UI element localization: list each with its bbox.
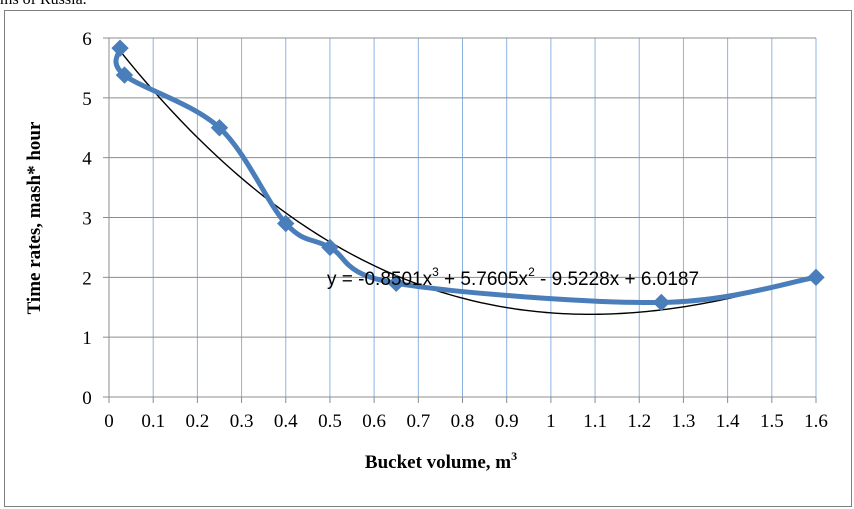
y-tick-label: 6 (82, 29, 92, 50)
x-tick-label: 1.3 (672, 411, 696, 432)
data-point-marker (210, 119, 229, 137)
y-tick-label: 2 (82, 268, 92, 289)
x-tick-label: 1 (546, 411, 556, 432)
x-tick-label: 0.5 (318, 411, 342, 432)
x-tick-label: 0.7 (406, 411, 430, 432)
x-tick-label: 0.1 (141, 411, 165, 432)
trend-chart: 0 1 2 3 4 5 6 0 0.1 0.2 0.3 0.4 0.5 0.6 0.7 0.8 0.9 1 1.1… (24, 29, 828, 473)
x-tick-label: 1.6 (804, 411, 828, 432)
x-tick-label: 0.6 (362, 411, 386, 432)
polynomial-trendline (119, 50, 817, 316)
data-point-marker (387, 274, 405, 293)
x-tick-label: 0.3 (230, 411, 254, 432)
x-tick-label: 0.8 (451, 411, 475, 432)
data-point-marker (277, 214, 295, 233)
page-caption-fragment: ms of Russia. (0, 0, 87, 9)
x-axis-title: Bucket volume, m3 (365, 449, 517, 473)
x-tick-label: 0.9 (495, 411, 519, 432)
data-point-marker (111, 39, 129, 57)
y-tick-label: 4 (82, 149, 92, 170)
data-point-marker (115, 66, 134, 84)
chart-frame: 0 1 2 3 4 5 6 0 0.1 0.2 0.3 0.4 0.5 0.6 0.7 0.8 0.9 1 1.1… (4, 10, 852, 507)
x-tick-label: 0 (104, 411, 114, 432)
axes (103, 37, 817, 403)
data-point-marker (807, 268, 825, 287)
x-tick-label: 1.5 (760, 411, 784, 432)
x-tick-label: 0.2 (186, 411, 210, 432)
y-tick-label: 5 (82, 89, 92, 110)
y-tick-label: 3 (82, 209, 92, 230)
y-tick-label: 1 (82, 328, 92, 349)
y-tick-label: 0 (82, 388, 92, 409)
trendline-equation: y = -0.8501x3 + 5.7605x2 - 9.5228x + 6.0… (327, 265, 699, 290)
data-point-marker (652, 293, 671, 312)
x-tick-label: 1.1 (583, 411, 607, 432)
series-line (113, 45, 819, 306)
y-axis-title: Time rates, mash* hour (24, 121, 45, 314)
x-tick-label: 0.4 (274, 411, 298, 432)
series-markers (111, 39, 825, 312)
x-tick-label: 1.4 (716, 411, 740, 432)
x-tick-label: 1.2 (627, 411, 651, 432)
y-tick-labels: 0 1 2 3 4 5 6 (82, 29, 92, 409)
x-tick-labels: 0 0.1 0.2 0.3 0.4 0.5 0.6 0.7 0.8 0.9 1 1.1 1.2 1.3 1.… (104, 411, 828, 432)
grid-lines (109, 37, 817, 397)
data-point-marker (321, 238, 339, 257)
